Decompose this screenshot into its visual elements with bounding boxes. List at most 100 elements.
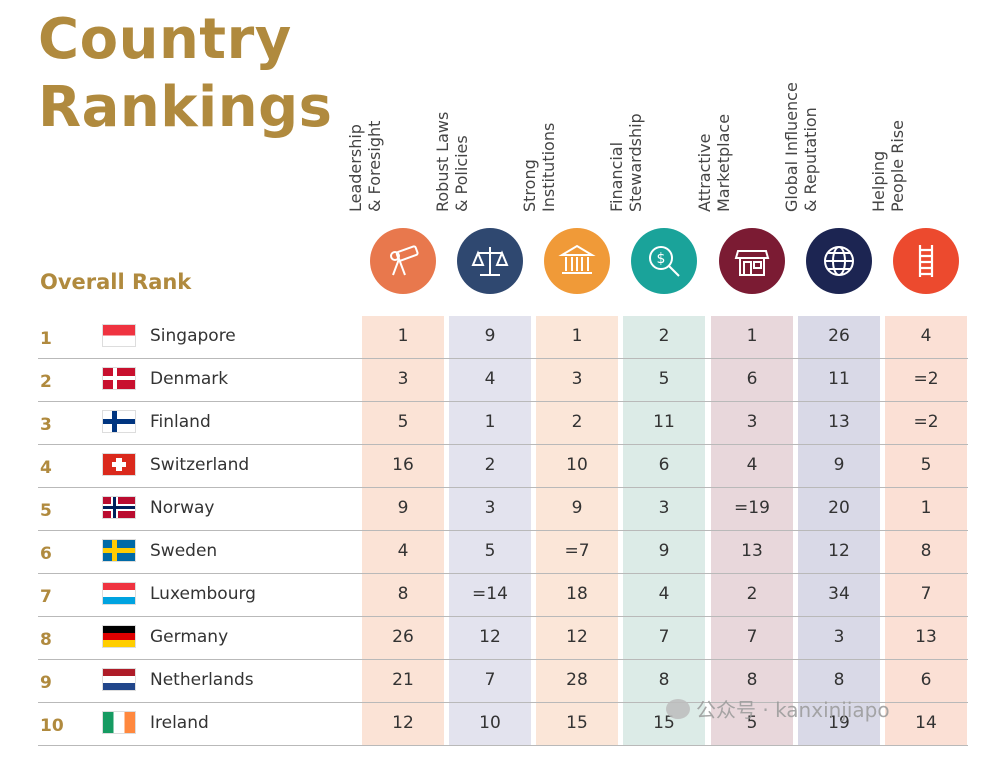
rank-cell: 7: [920, 584, 932, 604]
column-header: Global Influence & Reputation: [782, 40, 880, 212]
rank-cell: 12: [566, 627, 588, 647]
rank-cell: 26: [392, 627, 414, 647]
page-title: Country Rankings: [38, 6, 333, 142]
column-background: [362, 316, 444, 746]
overall-rank: 7: [40, 587, 52, 607]
rank-cell: 7: [484, 670, 496, 690]
rank-cell: =2: [913, 412, 939, 432]
rank-cell: 3: [658, 498, 670, 518]
table-row: 4 Switzerland 16 2 10 6 4 9 5: [38, 445, 968, 488]
rank-cell: 8: [746, 670, 758, 690]
rank-cell: 34: [828, 584, 850, 604]
country-name: Sweden: [150, 541, 218, 561]
wechat-icon: [666, 698, 690, 719]
row-divider: [38, 573, 968, 574]
column-header: Financial Stewardship: [607, 40, 705, 212]
rank-cell: 2: [484, 455, 496, 475]
title-line-2: Rankings: [38, 75, 333, 140]
overall-rank: 4: [40, 458, 52, 478]
watermark-text: 公众号 · kanxinjiapo: [696, 698, 890, 722]
rank-cell: 3: [484, 498, 496, 518]
row-divider: [38, 530, 968, 531]
column-background: [623, 316, 705, 746]
table-row: 8 Germany 26 12 12 7 7 3 13: [38, 617, 968, 660]
rank-cell: 5: [920, 455, 932, 475]
column-header-label: Attractive Marketplace: [695, 113, 733, 212]
money-search-icon: $: [631, 228, 697, 294]
rank-cell: 12: [828, 541, 850, 561]
row-divider: [38, 401, 968, 402]
rank-cell: 19: [828, 713, 850, 733]
rank-cell: 9: [571, 498, 583, 518]
rank-cell: 7: [746, 627, 758, 647]
country-name: Switzerland: [150, 455, 250, 475]
sweden-flag: [103, 540, 135, 561]
rank-cell: 5: [658, 369, 670, 389]
overall-rank: 9: [40, 673, 52, 693]
rank-cell: 20: [828, 498, 850, 518]
rank-cell: 9: [397, 498, 409, 518]
rank-cell: 4: [920, 326, 932, 346]
rank-cell: 28: [566, 670, 588, 690]
rank-cell: 26: [828, 326, 850, 346]
column-background: [798, 316, 880, 746]
rank-cell: 4: [397, 541, 409, 561]
rank-cell: =19: [734, 498, 770, 518]
rank-cell: 16: [392, 455, 414, 475]
column-header: Helping People Rise: [869, 40, 967, 212]
table-row: 2 Denmark 3 4 3 5 6 11 =2: [38, 359, 968, 402]
column-background: [711, 316, 793, 746]
row-divider: [38, 745, 968, 746]
rank-cell: 4: [484, 369, 496, 389]
rank-cell: 18: [566, 584, 588, 604]
rank-cell: 6: [658, 455, 670, 475]
table-row: 10 Ireland 12 10 15 15 5 19 14: [38, 703, 968, 746]
netherlands-flag: [103, 669, 135, 690]
rank-cell: 10: [479, 713, 501, 733]
row-divider: [38, 358, 968, 359]
rank-cell: 15: [566, 713, 588, 733]
country-name: Norway: [150, 498, 215, 518]
svg-text:$: $: [657, 251, 666, 267]
telescope-icon: [370, 228, 436, 294]
column-header-label: Robust Laws & Policies: [433, 111, 471, 212]
rank-cell: 14: [915, 713, 937, 733]
table-row: 1 Singapore 1 9 1 2 1 26 4: [38, 316, 968, 359]
switzerland-flag: [103, 454, 135, 475]
rank-cell: 21: [392, 670, 414, 690]
rank-cell: 12: [392, 713, 414, 733]
globe-icon: [806, 228, 872, 294]
rank-cell: 4: [746, 455, 758, 475]
finland-flag: [103, 411, 135, 432]
rank-cell: 5: [397, 412, 409, 432]
column-header-label: Helping People Rise: [869, 120, 907, 212]
rank-cell: 13: [741, 541, 763, 561]
table-row: 5 Norway 9 3 9 3 =19 20 1: [38, 488, 968, 531]
rank-cell: 8: [397, 584, 409, 604]
country-name: Netherlands: [150, 670, 254, 690]
column-header: Attractive Marketplace: [695, 40, 793, 212]
row-divider: [38, 616, 968, 617]
rank-cell: 8: [920, 541, 932, 561]
table-row: 3 Finland 5 1 2 11 3 13 =2: [38, 402, 968, 445]
rank-cell: 11: [828, 369, 850, 389]
rank-cell: 4: [658, 584, 670, 604]
overall-rank: 8: [40, 630, 52, 650]
rank-cell: =2: [913, 369, 939, 389]
overall-rank: 10: [40, 716, 64, 736]
rank-cell: 9: [833, 455, 845, 475]
title-line-1: Country: [38, 7, 292, 72]
ireland-flag: [103, 712, 135, 733]
table-row: 9 Netherlands 21 7 28 8 8 8 6: [38, 660, 968, 703]
rank-cell: 6: [920, 670, 932, 690]
column-background: [536, 316, 618, 746]
overall-rank-label: Overall Rank: [40, 270, 192, 294]
rank-cell: 2: [571, 412, 583, 432]
country-name: Denmark: [150, 369, 229, 389]
rank-cell: 1: [484, 412, 496, 432]
country-name: Singapore: [150, 326, 236, 346]
rank-cell: 5: [484, 541, 496, 561]
storefront-icon: [719, 228, 785, 294]
rank-cell: 13: [915, 627, 937, 647]
column-header: Robust Laws & Policies: [433, 40, 531, 212]
